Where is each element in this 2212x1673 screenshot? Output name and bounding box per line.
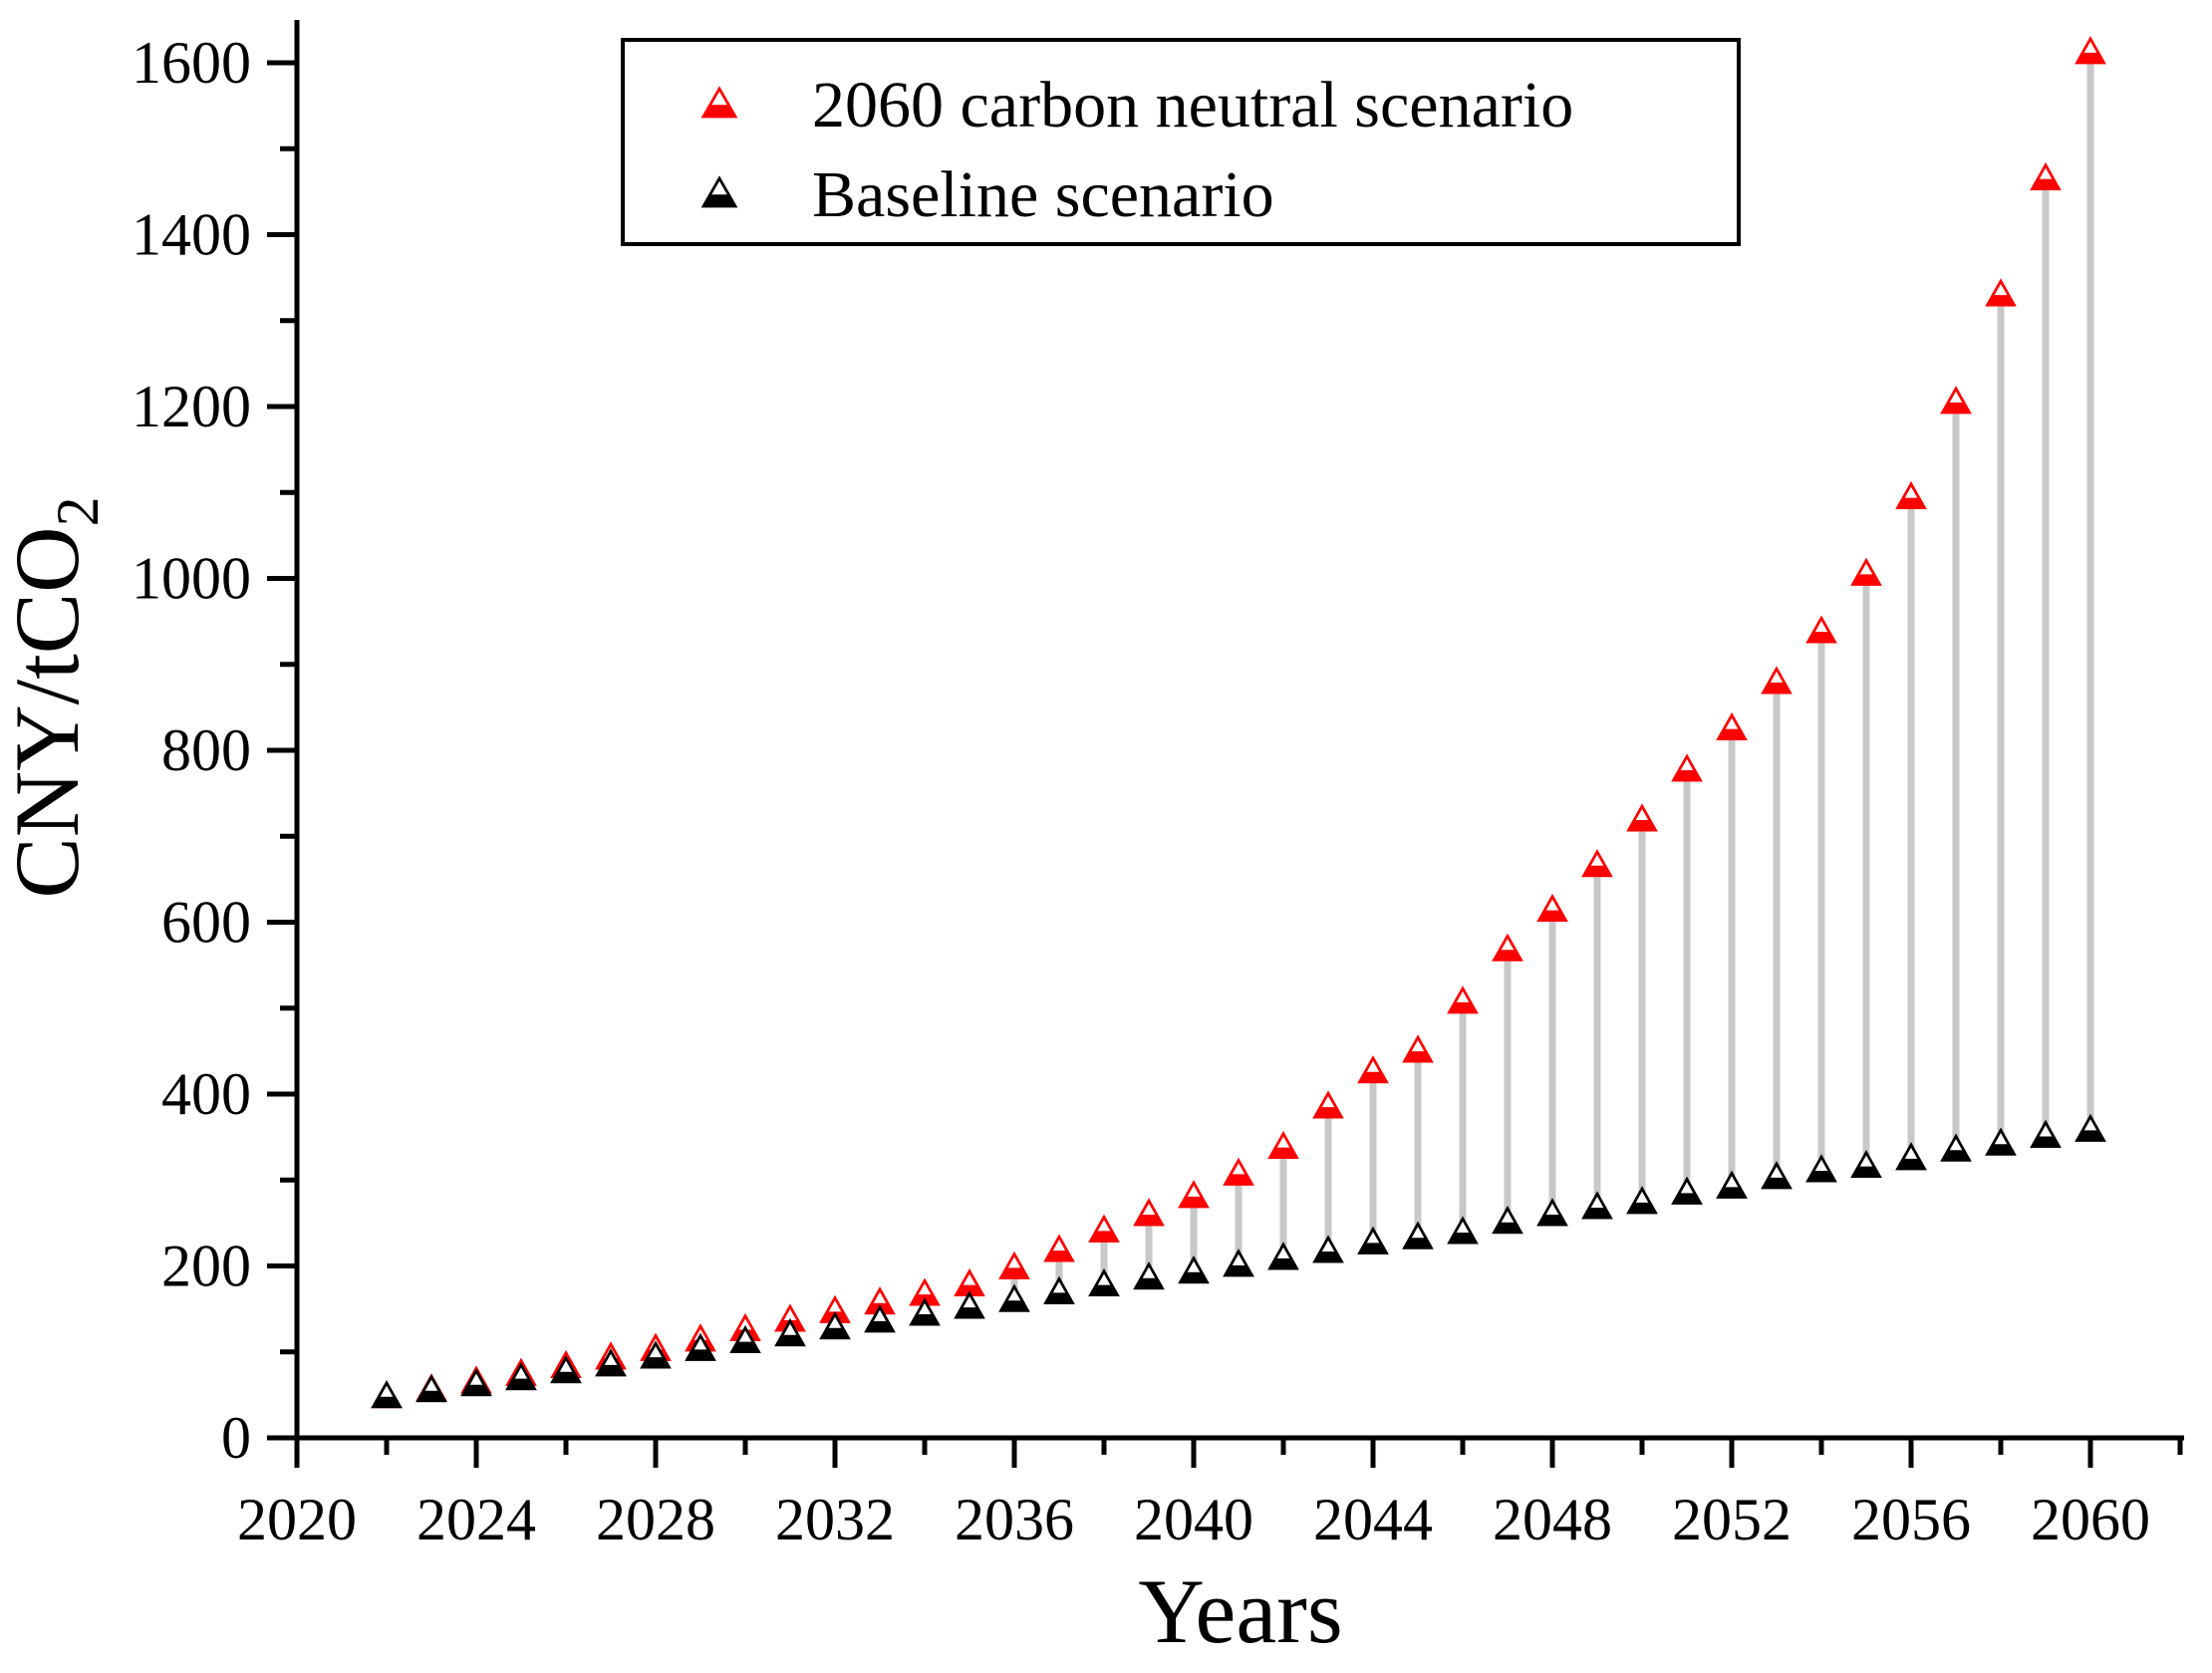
data-point-baseline xyxy=(1447,1216,1479,1245)
data-point-baseline xyxy=(1267,1242,1299,1270)
plot-area: 2020 2024 2028 2032 2036 2040 2044 2048 2052 2056… xyxy=(132,20,2184,1552)
data-point-carbon-neutral xyxy=(1895,481,1927,509)
data-point-carbon-neutral xyxy=(1716,712,1748,741)
x-tick-label: 2052 xyxy=(1672,1487,1792,1552)
x-tick-label: 2040 xyxy=(1134,1487,1253,1552)
y-tick-label: 1600 xyxy=(132,30,251,96)
y-tick-label: 1200 xyxy=(132,374,251,439)
data-point-baseline xyxy=(1581,1191,1613,1220)
data-point-baseline xyxy=(1492,1206,1523,1235)
data-point-baseline xyxy=(460,1368,492,1397)
legend-marker-baseline-icon xyxy=(700,175,738,208)
data-point-baseline xyxy=(1626,1186,1658,1215)
data-point-baseline xyxy=(864,1304,896,1333)
legend-label-baseline: Baseline scenario xyxy=(812,158,1274,231)
data-point-carbon-neutral xyxy=(1492,933,1523,962)
x-tick-label: 2036 xyxy=(955,1487,1074,1552)
data-point-carbon-neutral xyxy=(1178,1180,1210,1209)
y-tick-label: 600 xyxy=(161,890,251,956)
data-point-carbon-neutral xyxy=(2030,162,2062,191)
data-point-carbon-neutral xyxy=(1940,386,1972,415)
data-point-carbon-neutral xyxy=(1985,278,2017,307)
data-point-baseline xyxy=(774,1318,806,1347)
data-point-baseline xyxy=(550,1355,582,1384)
data-point-carbon-neutral xyxy=(1536,894,1568,922)
data-point-baseline xyxy=(998,1283,1030,1312)
data-point-baseline xyxy=(1671,1176,1703,1205)
data-point-baseline xyxy=(371,1380,403,1409)
data-point-baseline xyxy=(595,1348,627,1377)
x-tick-label: 2060 xyxy=(2031,1487,2150,1552)
y-tick-label: 0 xyxy=(221,1405,251,1471)
data-point-baseline xyxy=(1357,1226,1389,1255)
data-point-carbon-neutral xyxy=(998,1251,1030,1279)
x-axis-title: Years xyxy=(1138,1560,1342,1662)
data-point-baseline xyxy=(1716,1170,1748,1199)
data-point-carbon-neutral xyxy=(2074,36,2106,65)
data-point-carbon-neutral xyxy=(1402,1034,1434,1063)
y-tick-label: 400 xyxy=(161,1061,251,1127)
data-point-carbon-neutral xyxy=(1043,1234,1075,1262)
legend-box xyxy=(621,38,1741,246)
data-point-baseline xyxy=(1088,1268,1120,1297)
data-point-baseline xyxy=(2030,1119,2062,1148)
data-point-baseline xyxy=(1985,1127,2017,1156)
data-point-baseline xyxy=(1402,1221,1434,1250)
data-point-baseline xyxy=(415,1374,447,1403)
y-tick-label: 200 xyxy=(161,1234,251,1299)
data-point-baseline xyxy=(1761,1161,1793,1190)
data-point-carbon-neutral xyxy=(1850,557,1882,586)
data-point-carbon-neutral xyxy=(1761,666,1793,695)
data-point-baseline xyxy=(909,1297,941,1326)
data-point-baseline xyxy=(1940,1133,1972,1162)
data-point-carbon-neutral xyxy=(1805,615,1837,644)
data-point-baseline xyxy=(1178,1255,1210,1284)
data-point-carbon-neutral xyxy=(1357,1055,1389,1084)
data-point-baseline xyxy=(505,1362,537,1391)
data-point-baseline xyxy=(1536,1198,1568,1227)
y-tick-label: 1000 xyxy=(132,546,251,612)
data-point-baseline xyxy=(1133,1261,1165,1290)
x-tick-label: 2032 xyxy=(775,1487,895,1552)
data-point-carbon-neutral xyxy=(1581,849,1613,878)
x-tick-label: 2024 xyxy=(416,1487,536,1552)
data-point-baseline xyxy=(2074,1113,2106,1142)
x-tick-label: 2044 xyxy=(1313,1487,1433,1552)
data-point-baseline xyxy=(1043,1275,1075,1304)
data-point-baseline xyxy=(1850,1150,1882,1179)
x-tick-label: 2028 xyxy=(596,1487,715,1552)
data-point-baseline xyxy=(1895,1142,1927,1171)
data-point-baseline xyxy=(640,1340,672,1369)
data-point-baseline xyxy=(1223,1249,1254,1277)
y-axis-title: CNY/tCO2 xyxy=(0,496,111,898)
legend-triangle-red-icon xyxy=(700,86,738,119)
data-point-baseline xyxy=(729,1325,761,1353)
data-point-baseline xyxy=(954,1290,985,1319)
legend-marker-carbon-neutral-icon xyxy=(700,86,738,119)
x-tick-label: 2020 xyxy=(237,1487,357,1552)
data-point-baseline xyxy=(819,1311,851,1340)
data-point-carbon-neutral xyxy=(1088,1214,1120,1243)
data-point-carbon-neutral xyxy=(1312,1090,1344,1119)
data-point-carbon-neutral xyxy=(1447,985,1479,1014)
y-tick-label: 1400 xyxy=(132,202,251,268)
data-point-carbon-neutral xyxy=(1671,753,1703,782)
y-tick-label: 800 xyxy=(161,717,251,783)
data-point-carbon-neutral xyxy=(1626,803,1658,832)
data-point-carbon-neutral xyxy=(1133,1198,1165,1227)
data-point-baseline xyxy=(1805,1154,1837,1183)
data-point-baseline xyxy=(1312,1235,1344,1263)
legend-triangle-black-icon xyxy=(700,175,738,208)
x-tick-label: 2056 xyxy=(1851,1487,1971,1552)
legend: 2060 carbon neutral scenario Baseline sc… xyxy=(621,38,1741,246)
data-point-carbon-neutral xyxy=(1267,1131,1299,1160)
data-point-carbon-neutral xyxy=(1223,1157,1254,1186)
legend-label-carbon-neutral: 2060 carbon neutral scenario xyxy=(812,69,1573,141)
data-point-baseline xyxy=(685,1332,716,1361)
x-tick-label: 2048 xyxy=(1493,1487,1612,1552)
